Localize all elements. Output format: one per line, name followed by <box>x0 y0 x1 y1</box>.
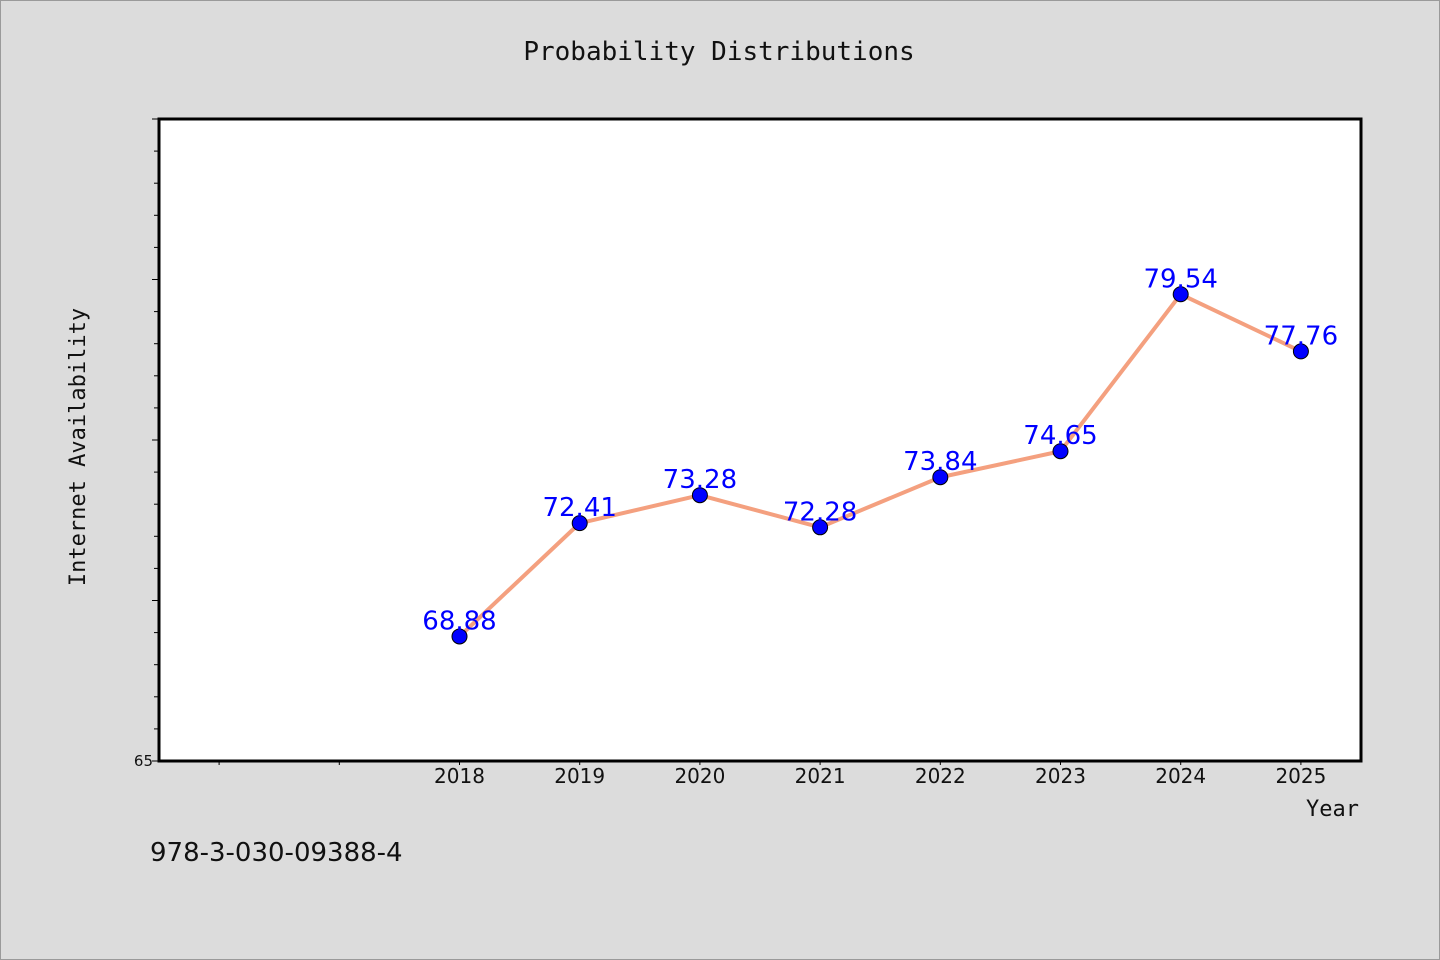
data-point <box>691 487 708 504</box>
x-tick-label: 2022 <box>915 764 966 788</box>
plot-area <box>157 117 1363 763</box>
x-tick-label: 2025 <box>1275 764 1326 788</box>
data-point <box>451 628 468 645</box>
x-tick-label: 2023 <box>1035 764 1086 788</box>
data-label: 73.84 <box>903 447 977 477</box>
series-group: 68.88 72.41 73.28 72.28 73.84 74.65 79.54 77.76 <box>422 264 1338 645</box>
series-line <box>458 292 1302 638</box>
chart-title: Probability Distributions <box>523 37 914 67</box>
data-label: 77.76 <box>1264 321 1338 351</box>
x-axis-ticks: 2018 2019 2020 2021 2022 2023 2024 2025 <box>218 761 1326 788</box>
data-label: 72.28 <box>783 497 857 527</box>
data-label: 73.28 <box>663 465 737 495</box>
data-label: 72.41 <box>542 493 616 523</box>
y-axis-label: Internet Availability <box>66 308 91 586</box>
x-axis-label: Year <box>1306 797 1359 822</box>
x-tick-label: 2018 <box>434 764 485 788</box>
x-tick-label: 2021 <box>795 764 846 788</box>
data-label: 79.54 <box>1143 264 1217 294</box>
data-point <box>1172 286 1189 303</box>
data-point <box>571 515 588 532</box>
data-label: 74.65 <box>1023 421 1097 451</box>
y-axis-ticks <box>152 118 159 762</box>
data-point <box>932 469 949 486</box>
data-point <box>812 519 829 536</box>
isbn-text: 978-3-030-09388-4 <box>150 838 403 868</box>
data-label: 68.88 <box>422 606 496 636</box>
data-point <box>1052 443 1069 460</box>
x-tick-label: 2019 <box>554 764 605 788</box>
y-tick-label-65: 65 <box>134 752 153 770</box>
data-point <box>1292 343 1309 360</box>
x-tick-label: 2020 <box>674 764 725 788</box>
x-tick-label: 2024 <box>1155 764 1206 788</box>
